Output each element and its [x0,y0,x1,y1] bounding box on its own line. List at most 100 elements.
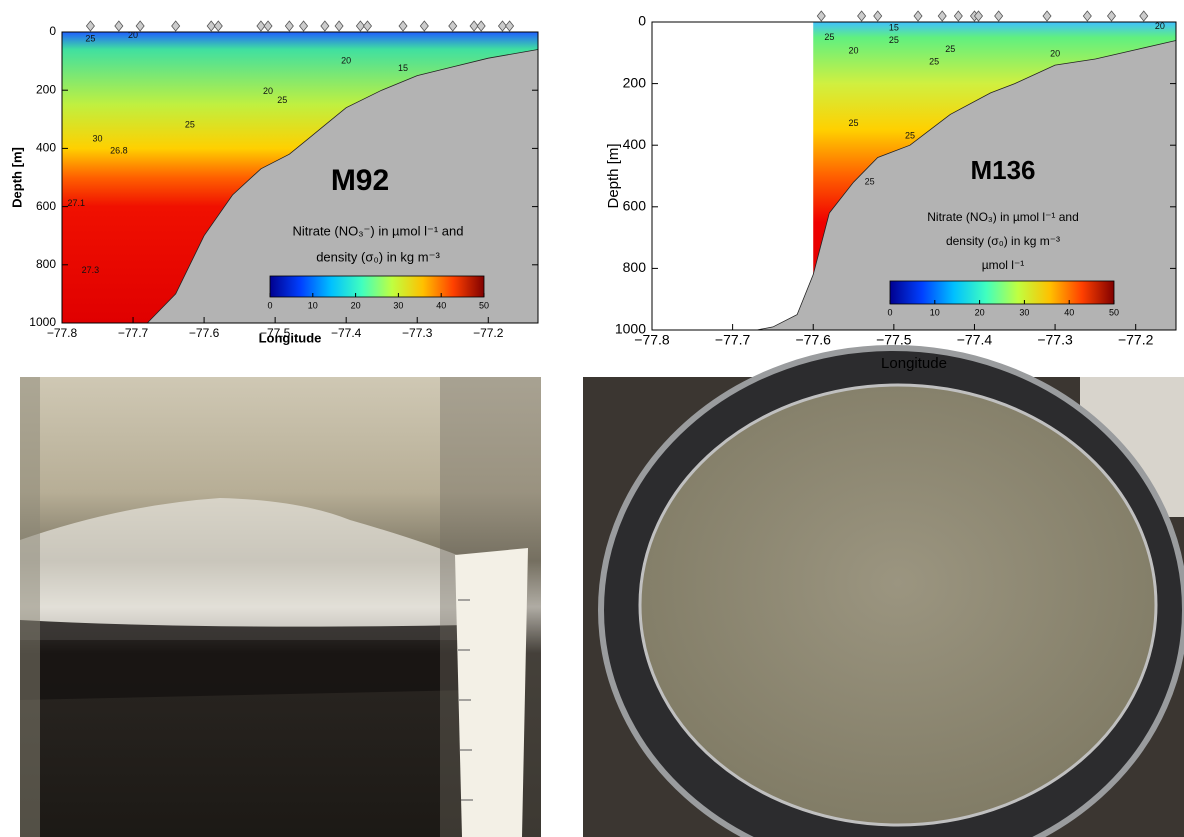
station-marker [321,21,329,31]
x-tick-label: −77.5 [876,332,912,348]
station-marker [995,11,1003,21]
contour-label: 15 [398,63,408,73]
station-marker [1043,11,1051,21]
contour-label: 20 [1050,49,1060,59]
contour-label: 20 [128,30,138,40]
contour-label: 27.1 [67,198,85,208]
contour-label: 27.3 [82,265,100,275]
station-marker [449,21,457,31]
station-marker [477,21,485,31]
station-marker [858,11,866,21]
y-tick-label: 800 [623,259,647,275]
station-marker [363,21,371,31]
y-tick-label: 200 [623,74,647,90]
contour-label: 15 [889,23,899,33]
x-tick-label: −77.2 [1118,332,1154,348]
y-tick-label: 800 [36,257,56,271]
station-marker [214,21,222,31]
contour-label: 25 [185,119,195,129]
contour-label: 25 [905,130,915,140]
x-tick-label: −77.7 [118,326,149,340]
station-marker [938,11,946,21]
photo-core-side [20,377,541,837]
station-marker [874,11,882,21]
station-marker [136,21,144,31]
y-tick-label: 1000 [615,321,646,337]
station-marker [817,11,825,21]
colorbar-note: density (σ₀) in kg m⁻³ [316,249,440,264]
panel-title: M92 [331,164,389,197]
contour-label: 25 [889,35,899,45]
colorbar-note: Nitrate (NO₃) in µmol l⁻¹ and [927,210,1079,224]
x-tick-label: −77.4 [331,326,362,340]
colorbar-tick-label: 50 [479,300,489,310]
station-marker [264,21,272,31]
contour-label: 25 [865,177,875,187]
station-marker [954,11,962,21]
photo-core-top [583,348,1184,837]
y-tick-label: 0 [49,24,56,38]
y-axis-label: Depth [m] [605,143,622,208]
x-tick-label: −77.4 [957,332,993,348]
colorbar-tick-label: 0 [887,307,892,317]
station-marker [86,21,94,31]
colorbar-tick-label: 40 [436,300,446,310]
colorbar [890,281,1114,304]
station-marker [1108,11,1116,21]
x-tick-label: −77.2 [473,326,504,340]
page: {"chart_data": [ {"type": "contour", "ti… [0,0,1184,837]
panel-title: M136 [970,155,1035,185]
colorbar-tick-label: 10 [308,300,318,310]
y-tick-label: 600 [623,198,647,214]
x-tick-label: −77.7 [715,332,751,348]
x-tick-label: −77.3 [402,326,433,340]
x-tick-label: −77.6 [796,332,832,348]
station-marker [335,21,343,31]
contour-label: 20 [341,55,351,65]
station-marker [1140,11,1148,21]
y-tick-label: 400 [36,141,56,155]
station-marker [914,11,922,21]
x-tick-label: −77.6 [189,326,220,340]
y-tick-label: 0 [638,13,646,29]
station-marker [420,21,428,31]
station-marker [399,21,407,31]
colorbar-note: Nitrate (NO₃⁻) in µmol l⁻¹ and [293,223,464,238]
station-marker [300,21,308,31]
figure: 252020152025253026.827.127.3−77.8−77.7−7… [0,0,1184,837]
colorbar-tick-label: 20 [351,300,361,310]
contour-label: 25 [929,56,939,66]
contour-label: 25 [824,32,834,42]
colorbar-tick-label: 10 [930,307,940,317]
y-axis-label: Depth [m] [9,147,24,208]
station-marker [285,21,293,31]
y-tick-label: 1000 [29,315,56,329]
contour-label: 20 [849,46,859,56]
station-marker [172,21,180,31]
colorbar-note: µmol l⁻¹ [982,258,1025,272]
colorbar-tick-label: 40 [1064,307,1074,317]
contour-label: 25 [277,95,287,105]
x-axis-label: Longitude [259,330,322,345]
contour-label: 26.8 [110,146,128,156]
y-tick-label: 600 [36,199,56,213]
contour-label: 25 [945,44,955,54]
colorbar-tick-label: 30 [1019,307,1029,317]
contour-label: 25 [85,34,95,44]
colorbar-tick-label: 30 [393,300,403,310]
colorbar [270,276,484,297]
station-marker [115,21,123,31]
colorbar-note: density (σ₀) in kg m⁻³ [946,234,1060,248]
contour-label: 25 [849,118,859,128]
x-axis-label: Longitude [881,355,947,372]
station-marker [1083,11,1091,21]
station-marker [506,21,514,31]
y-tick-label: 200 [36,82,56,96]
y-tick-label: 400 [623,136,647,152]
contour-label: 30 [93,133,103,143]
colorbar-tick-label: 0 [267,300,272,310]
contour-label: 20 [263,86,273,96]
colorbar-tick-label: 20 [975,307,985,317]
